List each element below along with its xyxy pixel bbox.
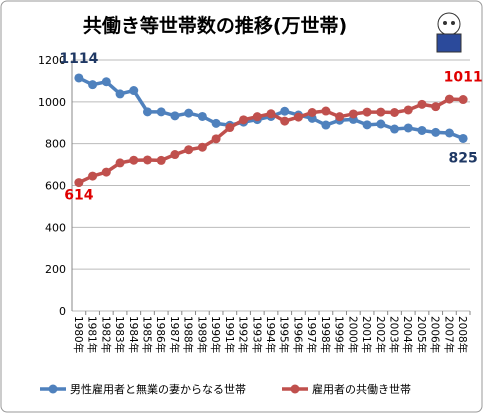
data-point	[390, 108, 400, 118]
x-tick-label: 1995年	[278, 316, 291, 353]
data-point	[348, 109, 358, 119]
legend-marker	[48, 384, 58, 394]
data-label: 1011	[444, 70, 483, 86]
data-point	[101, 77, 111, 87]
x-tick-label: 1997年	[305, 316, 318, 353]
data-point	[197, 142, 207, 152]
data-point	[390, 124, 400, 134]
x-tick-label: 1986年	[154, 316, 167, 353]
y-tick-label: 400	[45, 221, 66, 234]
x-tick-label: 2008年	[456, 316, 469, 353]
x-tick-label: 2007年	[442, 316, 455, 353]
data-point	[115, 89, 125, 99]
data-point	[184, 108, 194, 118]
data-point	[74, 73, 84, 83]
data-point	[239, 115, 249, 125]
data-point	[266, 109, 276, 119]
x-tick-label: 2005年	[415, 316, 428, 353]
x-tick-label: 2000年	[346, 316, 359, 353]
x-tick-label: 1983年	[113, 316, 126, 353]
x-tick-label: 1999年	[333, 316, 346, 353]
legend-marker	[290, 384, 300, 394]
x-tick-label: 1990年	[209, 316, 222, 353]
data-point	[88, 80, 98, 90]
x-tick-label: 1994年	[264, 316, 277, 353]
data-point	[129, 155, 139, 165]
data-point	[403, 105, 413, 115]
data-point	[362, 120, 372, 130]
data-point	[376, 119, 386, 129]
x-tick-label: 1998年	[319, 316, 332, 353]
data-point	[156, 107, 166, 117]
data-point	[417, 125, 427, 135]
data-point	[307, 108, 317, 118]
data-point	[115, 158, 125, 168]
data-point	[101, 167, 111, 177]
x-tick-label: 2002年	[374, 316, 387, 353]
data-point	[335, 112, 345, 122]
y-tick-label: 800	[45, 138, 66, 151]
data-point	[280, 106, 290, 116]
x-tick-label: 1991年	[223, 316, 236, 353]
y-tick-label: 0	[59, 305, 66, 318]
x-tick-label: 1987年	[168, 316, 181, 353]
data-point	[184, 145, 194, 155]
data-point	[225, 123, 235, 133]
data-point	[197, 111, 207, 121]
chart-title: 共働き等世帯数の推移(万世帯)	[83, 14, 347, 37]
data-point	[142, 155, 152, 165]
x-tick-label: 2003年	[388, 316, 401, 353]
legend-label: 男性雇用者と無業の妻からなる世帯	[70, 382, 246, 396]
x-tick-label: 1982年	[99, 316, 112, 353]
data-point	[444, 94, 454, 104]
x-tick-label: 2004年	[401, 316, 414, 353]
data-point	[444, 128, 454, 138]
y-tick-label: 1200	[38, 54, 66, 67]
data-point	[458, 133, 468, 143]
x-tick-label: 1985年	[140, 316, 153, 353]
data-point	[156, 155, 166, 165]
x-tick-label: 1996年	[291, 316, 304, 353]
x-tick-label: 2006年	[429, 316, 442, 353]
y-tick-label: 1000	[38, 96, 66, 109]
x-tick-label: 1992年	[237, 316, 250, 353]
x-tick-label: 1980年	[72, 316, 85, 353]
data-point	[403, 123, 413, 133]
mascot	[436, 12, 462, 53]
data-point	[88, 171, 98, 181]
data-point	[458, 95, 468, 105]
x-tick-label: 1989年	[195, 316, 208, 353]
data-point	[142, 107, 152, 117]
data-point	[280, 116, 290, 126]
data-label: 614	[64, 188, 93, 204]
legend-label: 雇用者の共働き世帯	[312, 382, 411, 396]
data-point	[321, 120, 331, 130]
x-tick-label: 2001年	[360, 316, 373, 353]
data-point	[431, 102, 441, 112]
y-tick-label: 200	[45, 263, 66, 276]
data-point	[417, 99, 427, 109]
data-point	[362, 107, 372, 117]
data-point	[321, 106, 331, 116]
data-point	[431, 127, 441, 137]
x-tick-label: 1981年	[86, 316, 99, 353]
y-tick-label: 600	[45, 180, 66, 193]
data-point	[170, 150, 180, 160]
data-point	[74, 178, 84, 188]
data-point	[376, 107, 386, 117]
data-label: 1114	[59, 51, 98, 67]
data-point	[129, 86, 139, 96]
x-tick-label: 1984年	[127, 316, 140, 353]
x-tick-label: 1988年	[182, 316, 195, 353]
data-point	[211, 134, 221, 144]
data-point	[170, 111, 180, 121]
data-point	[211, 118, 221, 128]
data-point	[252, 112, 262, 122]
data-label: 825	[449, 150, 478, 166]
data-point	[293, 112, 303, 122]
x-tick-label: 1993年	[250, 316, 263, 353]
